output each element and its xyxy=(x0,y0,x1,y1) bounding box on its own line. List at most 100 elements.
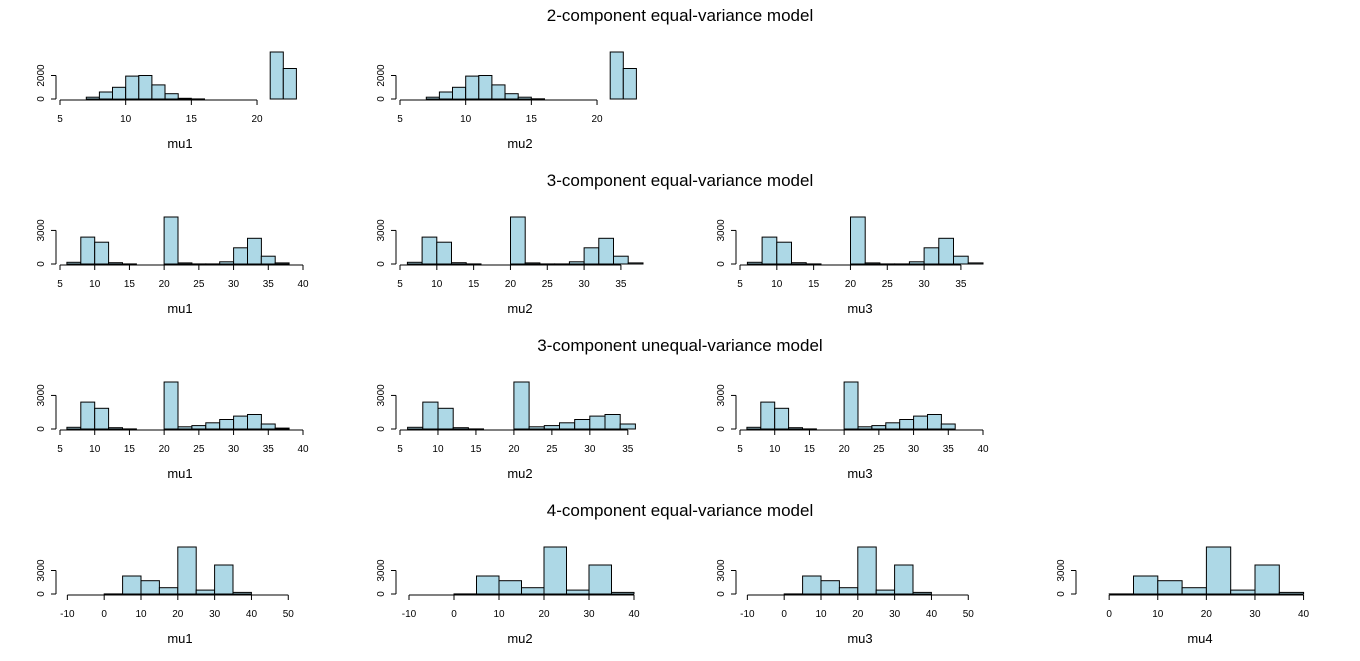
histogram-bar xyxy=(491,84,506,100)
x-tick-label: 20 xyxy=(505,279,517,290)
histogram-bar xyxy=(452,86,467,100)
histogram-bar xyxy=(195,589,216,595)
x-axis-label: mu1 xyxy=(167,466,192,481)
x-tick-label: 10 xyxy=(493,609,505,620)
x-tick-label: 20 xyxy=(538,609,550,620)
histogram-bar xyxy=(504,93,519,100)
histogram-mu1-row1: 5 10 15 20 0 2000 mu1 xyxy=(36,51,297,151)
histogram-bar xyxy=(574,419,591,430)
x-axis-label: mu2 xyxy=(507,136,532,151)
x-tick-label: 20 xyxy=(845,279,857,290)
histogram-bar xyxy=(627,262,644,265)
histogram-bar xyxy=(151,84,166,100)
histogram-bar xyxy=(967,262,984,265)
x-tick-label: 20 xyxy=(159,444,171,455)
histogram-bar xyxy=(80,401,96,430)
x-tick-label: 25 xyxy=(542,279,554,290)
histogram-bar xyxy=(163,381,179,430)
histogram-bar xyxy=(1157,580,1183,595)
histogram-bar xyxy=(524,262,541,265)
histogram-bar xyxy=(214,564,234,595)
x-tick-label: 15 xyxy=(186,114,198,125)
histogram-bar xyxy=(885,422,901,430)
y-tick-label: 3000 xyxy=(376,219,387,242)
y-tick-label: 0 xyxy=(36,96,47,102)
histogram-mu2-row1: 5 10 15 20 0 2000 mu2 xyxy=(376,51,637,151)
histogram-bar xyxy=(66,426,82,430)
histogram-bar xyxy=(940,423,956,430)
histogram-bar xyxy=(112,86,127,100)
x-tick-label: 5 xyxy=(397,279,403,290)
x-tick-label: 30 xyxy=(584,444,596,455)
x-tick-label: 15 xyxy=(470,444,482,455)
x-tick-label: 40 xyxy=(246,609,258,620)
x-tick-label: 25 xyxy=(193,444,205,455)
x-tick-label: 5 xyxy=(57,279,63,290)
histogram-bar xyxy=(80,236,96,265)
histogram-bar xyxy=(85,96,100,100)
x-tick-label: 30 xyxy=(1249,609,1261,620)
histogram-bar xyxy=(802,575,822,595)
histogram-bar xyxy=(583,247,600,265)
x-tick-label: 25 xyxy=(546,444,558,455)
histogram-bar xyxy=(422,401,439,430)
x-tick-label: 25 xyxy=(882,279,894,290)
histogram-bar xyxy=(1278,591,1305,595)
histogram-bar xyxy=(437,407,454,430)
x-axis-label: mu3 xyxy=(847,466,872,481)
histogram-bar xyxy=(177,546,197,595)
histogram-bar xyxy=(521,587,545,595)
x-tick-label: 20 xyxy=(508,444,520,455)
x-tick-label: 15 xyxy=(468,279,480,290)
y-tick-label: 0 xyxy=(716,591,727,597)
row-title-3comp-equal: 3-component equal-variance model xyxy=(546,171,814,190)
histogram-bar xyxy=(760,401,776,430)
x-tick-label: 10 xyxy=(460,114,472,125)
histogram-bar xyxy=(498,580,522,595)
x-tick-label: 5 xyxy=(737,279,743,290)
x-tick-label: -10 xyxy=(60,609,75,620)
y-tick-label: 0 xyxy=(1056,591,1067,597)
histogram-bar xyxy=(98,91,114,100)
histogram-bar xyxy=(923,247,940,265)
histogram-bar xyxy=(604,414,621,430)
y-tick-label: 2000 xyxy=(36,64,47,87)
y-tick-label: 0 xyxy=(376,96,387,102)
histogram-mu1-row3: 5 10 15 20 25 30 35 40 0 3000 mu1 xyxy=(36,381,309,481)
x-tick-label: 35 xyxy=(622,444,634,455)
x-tick-label: 10 xyxy=(771,279,783,290)
histogram-bar xyxy=(510,216,526,265)
histogram-bar xyxy=(894,564,914,595)
histogram-bar xyxy=(1133,575,1159,595)
x-tick-label: 20 xyxy=(172,609,184,620)
x-tick-label: 0 xyxy=(781,609,787,620)
histogram-bar xyxy=(108,262,123,265)
x-tick-label: 15 xyxy=(804,444,816,455)
histogram-bar xyxy=(177,426,193,430)
x-tick-label: 40 xyxy=(977,444,989,455)
histogram-bar xyxy=(140,580,160,595)
x-tick-label: 5 xyxy=(397,444,403,455)
x-tick-label: 5 xyxy=(397,114,403,125)
x-tick-label: 50 xyxy=(283,609,295,620)
histogram-bar xyxy=(260,423,276,430)
x-tick-label: 35 xyxy=(943,444,955,455)
x-tick-label: 20 xyxy=(852,609,864,620)
y-tick-label: 3000 xyxy=(716,384,727,407)
histogram-bar xyxy=(122,575,142,595)
histogram-bar xyxy=(451,262,467,265)
x-tick-label: 5 xyxy=(57,114,63,125)
x-tick-label: 30 xyxy=(209,609,221,620)
histogram-bar xyxy=(1254,564,1280,595)
y-tick-label: 3000 xyxy=(716,559,727,582)
x-tick-label: 40 xyxy=(297,279,309,290)
y-tick-label: 0 xyxy=(376,426,387,432)
histogram-bar xyxy=(1181,587,1207,595)
histogram-bar xyxy=(177,97,192,100)
x-axis-label: mu2 xyxy=(507,301,532,316)
histogram-bar xyxy=(609,51,624,100)
histogram-bar xyxy=(158,587,179,595)
x-tick-label: 30 xyxy=(228,444,240,455)
x-tick-label: 30 xyxy=(889,609,901,620)
